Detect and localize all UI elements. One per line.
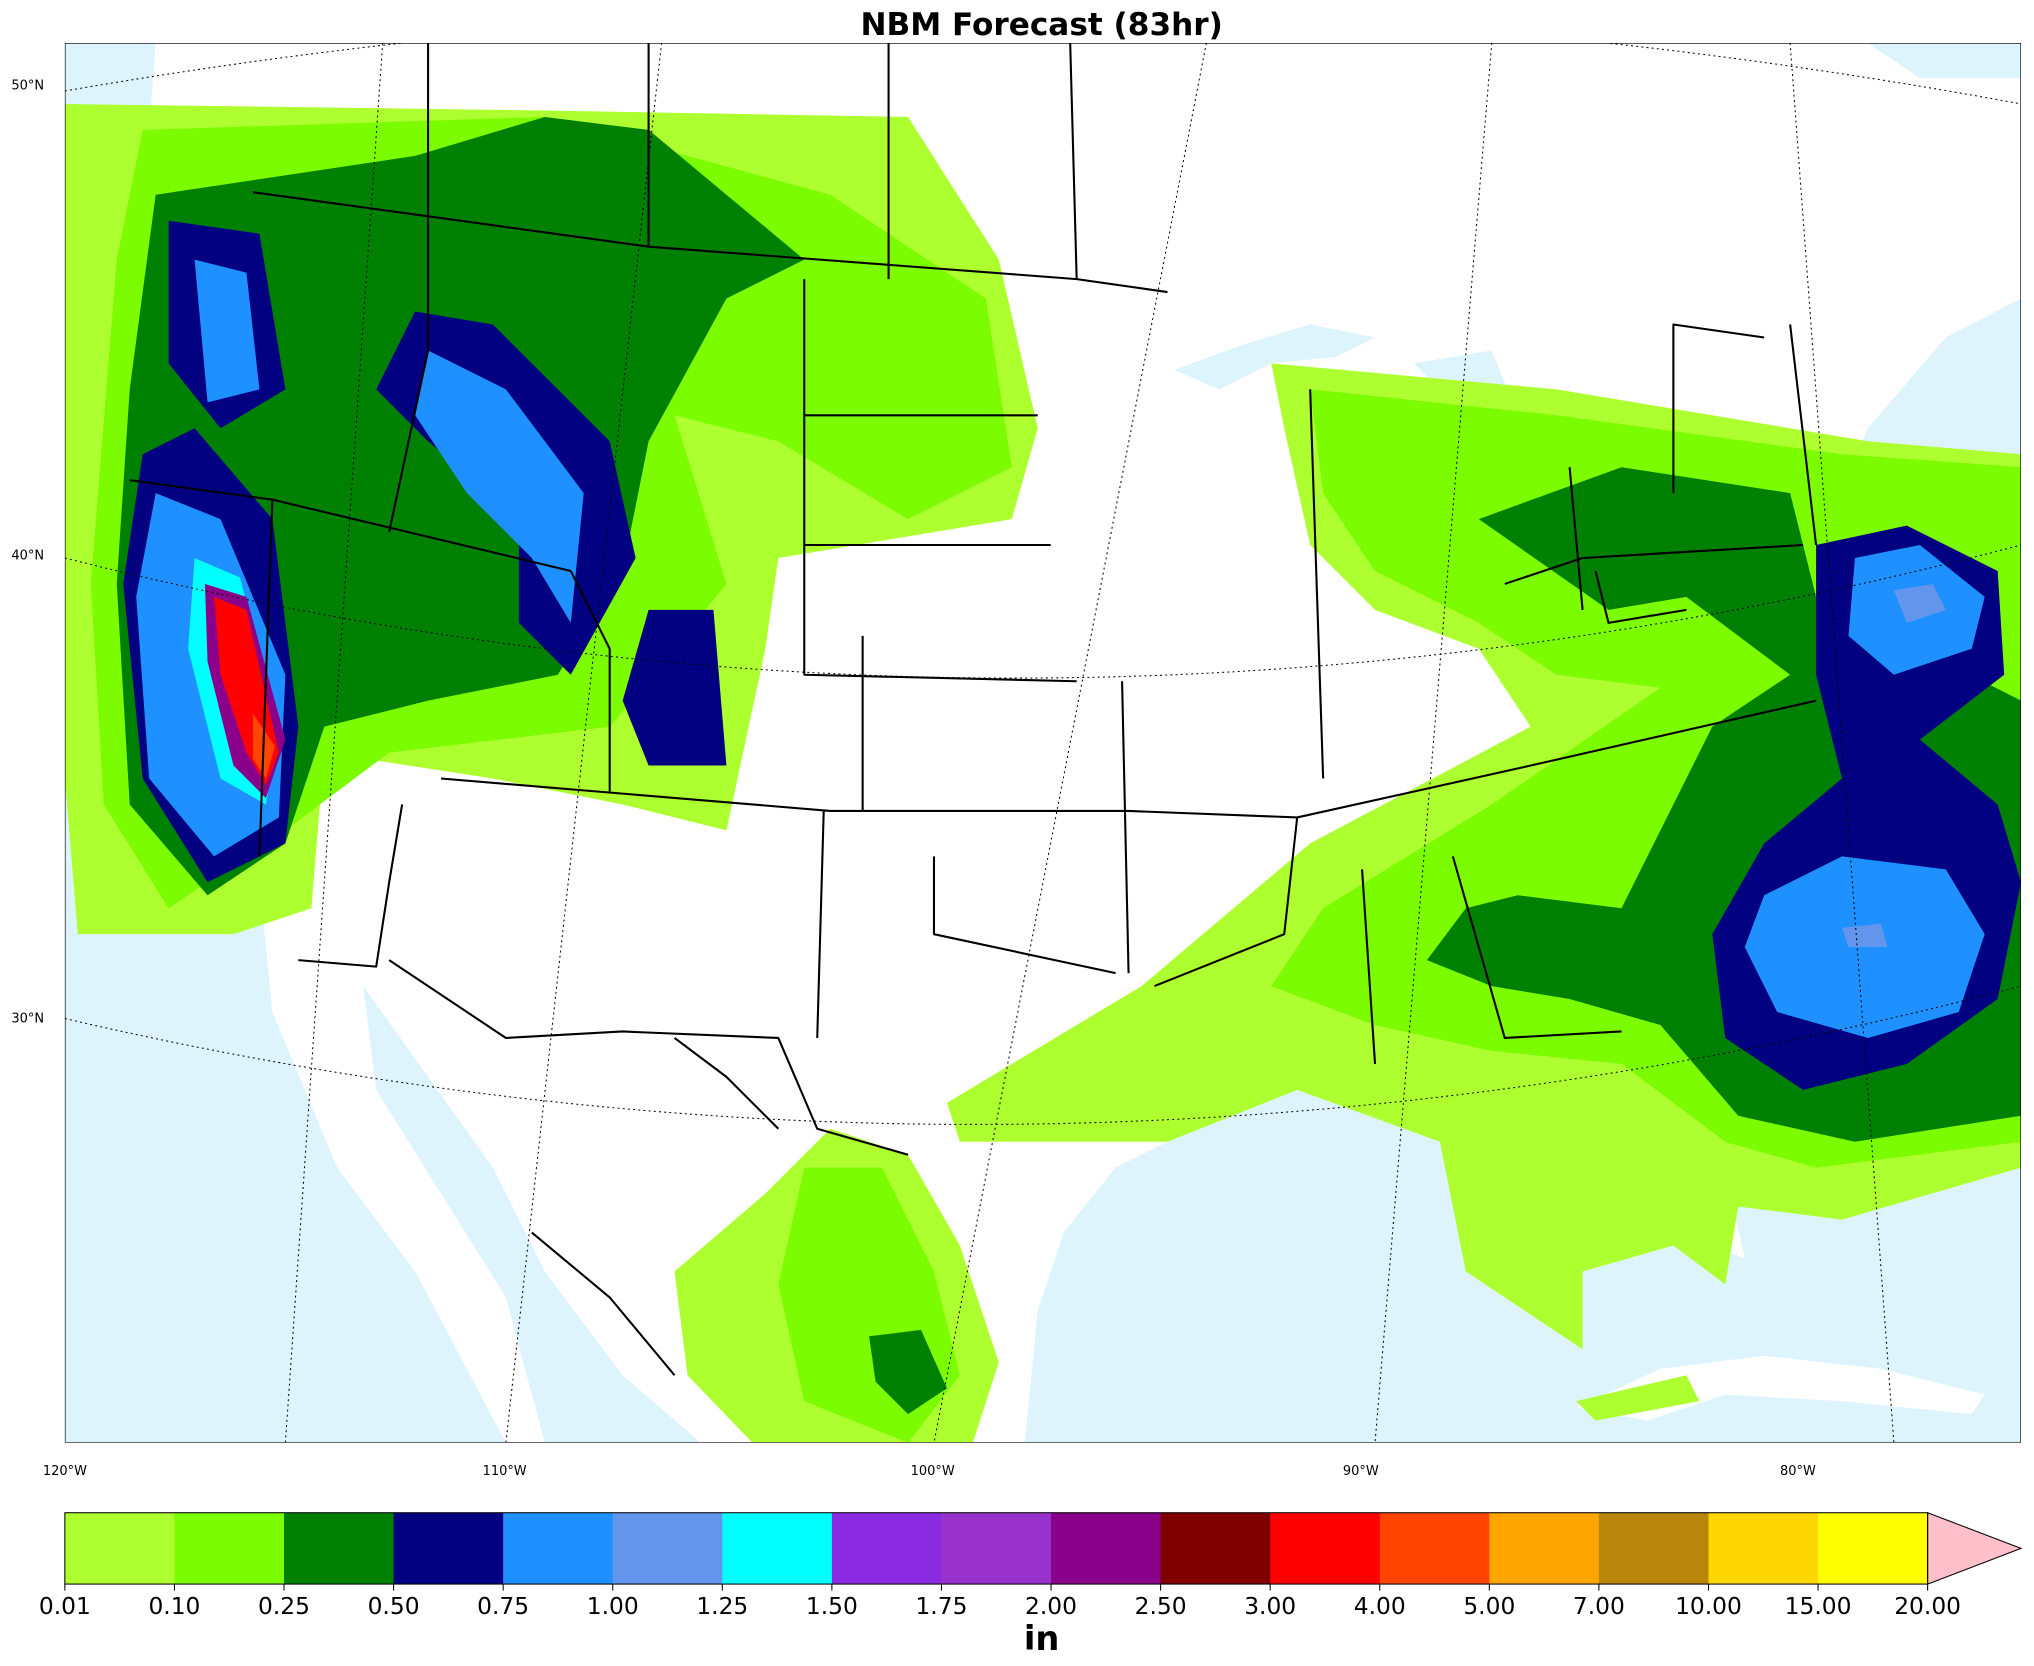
colorbar-bin [174, 1512, 285, 1585]
colorbar-tick-label: 1.50 [806, 1592, 858, 1620]
colorbar-bin [1160, 1512, 1271, 1585]
colorbar-tick-label: 7.00 [1573, 1592, 1625, 1620]
colorbar-tick-label: 10.00 [1675, 1592, 1742, 1620]
colorbar-bin [831, 1512, 943, 1585]
colorbar-bin [284, 1512, 395, 1585]
colorbar: 0.01 0.10 0.25 0.50 0.75 1.00 1.25 1.50 1.75 2.00… [39, 1511, 2023, 1620]
colorbar-extend [1927, 1511, 2023, 1585]
lon-label: 80°W [1780, 1464, 1816, 1479]
lon-label: 90°W [1343, 1464, 1379, 1479]
colorbar-tick-label: 0.10 [148, 1592, 200, 1620]
borders [129, 43, 1818, 1376]
colorbar-tick-label: 1.00 [587, 1592, 639, 1620]
colorbar-tick-label: 1.75 [915, 1592, 967, 1620]
lat-label: 30°N [11, 1011, 44, 1026]
graticule [64, 43, 2022, 1443]
colorbar-bin [1818, 1512, 1929, 1585]
colorbar-bin [941, 1512, 1052, 1585]
colorbar-tick-label: 4.00 [1354, 1592, 1406, 1620]
colorbar-bin [722, 1512, 833, 1585]
colorbar-bin [1708, 1512, 1819, 1585]
colorbar-bin [503, 1512, 614, 1585]
colorbar-tick-label: 0.25 [258, 1592, 310, 1620]
colorbar-tick-label: 1.25 [696, 1592, 748, 1620]
colorbar-bin [1051, 1512, 1162, 1585]
colorbar-tick-label: 0.50 [368, 1592, 420, 1620]
colorbar-outline [64, 1512, 1929, 1585]
map [64, 43, 2022, 1443]
lat-label: 40°N [11, 548, 44, 563]
lat-label: 50°N [11, 79, 44, 94]
colorbar-bin [1379, 1512, 1490, 1585]
colorbar-tick-label: 20.00 [1894, 1592, 1961, 1620]
colorbar-tick-label: 2.50 [1135, 1592, 1187, 1620]
colorbar-bin [1598, 1512, 1710, 1585]
lon-label: 120°W [43, 1464, 87, 1479]
colorbar-tick-label: 5.00 [1463, 1592, 1515, 1620]
colorbar-tick-label: 2.00 [1025, 1592, 1077, 1620]
colorbar-bin [1270, 1512, 1381, 1585]
colorbar-tick-label: 0.01 [39, 1592, 91, 1620]
precip [64, 103, 2022, 1443]
colorbar-bin [612, 1512, 723, 1585]
colorbar-bin [393, 1512, 504, 1585]
map-title: NBM Forecast (83hr) [860, 7, 1222, 43]
colorbar-bin [64, 1512, 176, 1585]
axis-labels: 50°N 40°N 30°N 120°W 110°W 100°W 90°W 80°W [11, 79, 1816, 1479]
colorbar-tick-label: 15.00 [1785, 1592, 1852, 1620]
colorbar-bin [1489, 1512, 1600, 1585]
lon-label: 110°W [483, 1464, 527, 1479]
lon-label: 100°W [911, 1464, 955, 1479]
colorbar-tick-label: 0.75 [477, 1592, 529, 1620]
colorbar-tick-label: 3.00 [1244, 1592, 1296, 1620]
colorbar-unit: in [1024, 1619, 1060, 1658]
